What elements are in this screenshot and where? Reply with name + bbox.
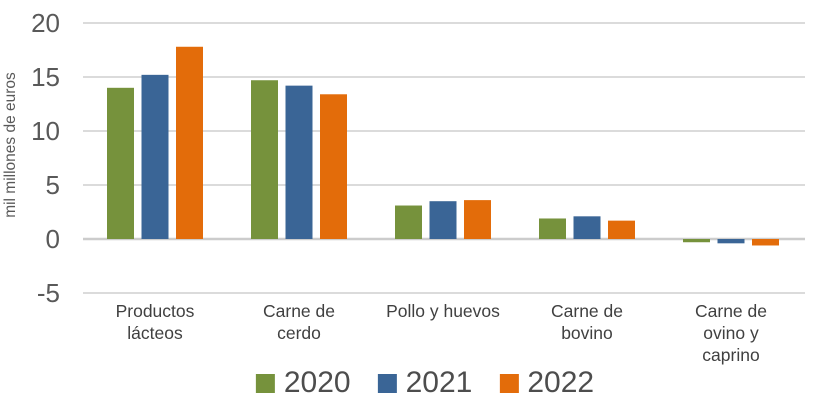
x-category-label-3: Carne de bovino	[551, 301, 623, 343]
bar-2022-category-3	[608, 220, 635, 239]
legend-item-2022: 2022	[499, 366, 594, 400]
legend-swatch-2021	[377, 373, 397, 393]
y-tick-label-0: 0	[45, 224, 60, 254]
legend-label-2020: 2020	[283, 366, 351, 399]
y-tick-label-10: 10	[31, 116, 60, 146]
bar-2021-category-2	[429, 201, 457, 239]
legend-swatch-2022	[499, 373, 519, 393]
legend-item-2020: 2020	[255, 366, 351, 400]
bar-2021-category-4	[717, 239, 745, 244]
bar-2021-category-3	[573, 216, 601, 239]
bar-2022-category-1	[320, 94, 347, 239]
legend-label-2021: 2021	[405, 366, 473, 399]
bar-2020-category-1	[251, 80, 278, 240]
legend: 2020 2021 2022	[255, 366, 594, 400]
x-category-label-0: Productos lácteos	[115, 301, 195, 343]
legend-swatch-2020	[255, 373, 275, 393]
bar-2020-category-3	[539, 218, 566, 239]
bar-2021-category-1	[285, 85, 313, 239]
bar-2022-category-4	[752, 239, 779, 246]
legend-label-2022: 2022	[527, 366, 595, 399]
bar-2022-category-2	[464, 200, 491, 239]
bar-2020-category-2	[395, 205, 422, 239]
legend-item-2021: 2021	[377, 366, 473, 400]
x-category-label-4: Carne de ovino y caprino	[695, 301, 767, 365]
bar-2020-category-0	[107, 87, 134, 239]
y-tick-label-5: 5	[45, 170, 60, 200]
y-tick-label-20: 20	[31, 8, 60, 38]
bar-2020-category-4	[683, 239, 710, 243]
y-tick-label-15: 15	[31, 62, 60, 92]
bar-2022-category-0	[176, 46, 203, 240]
x-category-label-2: Pollo y huevos	[386, 301, 500, 321]
bar-2021-category-0	[141, 74, 169, 239]
y-tick-label--5: -5	[36, 278, 60, 308]
x-category-label-1: Carne de cerdo	[263, 301, 335, 343]
